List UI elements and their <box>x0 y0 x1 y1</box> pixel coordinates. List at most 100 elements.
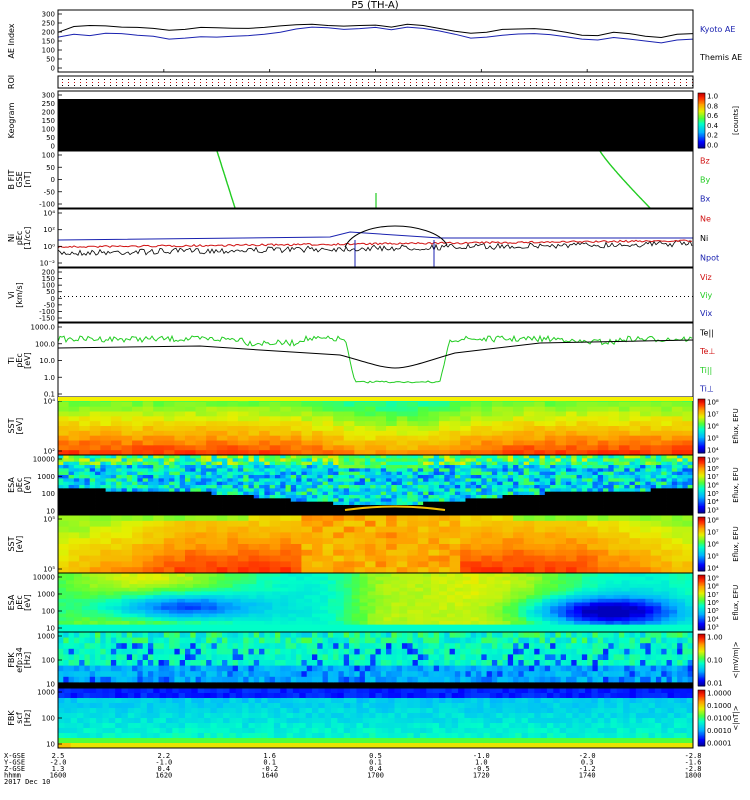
keogram-colorbar-swatch <box>698 108 705 110</box>
esa_e-cell <box>163 508 170 513</box>
esa_e-cell <box>89 501 96 506</box>
esa_i-cell <box>129 624 138 629</box>
sst_e-cell <box>333 416 345 422</box>
esa_e-cell <box>306 465 313 469</box>
roi-dot <box>638 82 639 83</box>
esa_i-cell <box>232 609 241 614</box>
esa_e-cell <box>322 508 329 513</box>
velocity-dot <box>328 296 329 297</box>
esa_i-cell <box>208 617 218 622</box>
sst_i-cell <box>386 532 398 539</box>
esa_i-cell <box>113 606 122 611</box>
sst_e-cell <box>290 430 302 437</box>
esa_e-cell <box>280 501 286 506</box>
sst_e-cell <box>460 445 472 451</box>
esa_e-colorbar-swatch <box>698 492 705 494</box>
esa_e-cell <box>243 478 249 483</box>
velocity-dot <box>140 296 141 297</box>
esa_e-cell <box>555 475 562 479</box>
sst_e-cell <box>364 440 376 446</box>
esa_i-cell <box>129 584 138 589</box>
esa_e-cell <box>126 488 133 493</box>
esa_e-cell <box>216 468 223 473</box>
sst_e-colorbar-swatch <box>698 446 705 449</box>
esa_e-cell <box>89 478 96 483</box>
esa_e-cell <box>581 471 588 476</box>
esa_e-cell <box>179 465 186 469</box>
esa_i-cell <box>335 584 345 589</box>
esa_e-cell <box>206 501 212 506</box>
sst_i-cell <box>629 538 641 545</box>
esa_e-cell <box>105 475 112 479</box>
esa_e-cell <box>121 455 128 459</box>
esa_e-cell <box>444 465 450 469</box>
esa_i-cell <box>296 620 305 626</box>
esa_e-cell <box>327 498 334 503</box>
sst_i-colorbar-swatch <box>698 561 705 564</box>
sst_e-cell <box>544 406 556 412</box>
density-ne-trace <box>57 239 693 249</box>
bfield-ytick-label: -100 <box>39 201 55 209</box>
esa_e-cell <box>296 508 302 513</box>
esa_e-cell <box>338 471 345 476</box>
esa_i-cell <box>129 587 138 592</box>
esa_e-cell <box>317 498 323 503</box>
esa_e-cell <box>534 478 540 483</box>
esa_e-cell <box>380 485 387 489</box>
esa_e-cell <box>608 488 615 493</box>
esa_e-cell <box>73 488 80 493</box>
sst_i-cell <box>364 561 376 568</box>
esa_i-cell <box>375 617 384 622</box>
velocity-dot <box>644 296 645 297</box>
esa_e-cell <box>343 481 350 486</box>
velocity-dot <box>612 296 613 297</box>
sst_e-cell <box>513 416 525 422</box>
esa_i-cell <box>185 628 194 633</box>
esa_i-cell <box>129 628 138 633</box>
esa_i-cell <box>224 602 234 607</box>
esa_e-cell <box>63 511 69 516</box>
esa_e-cell <box>629 505 636 509</box>
esa_e-cell <box>650 478 657 483</box>
sst_e-cell <box>587 435 599 441</box>
esa_e-cell <box>375 495 382 499</box>
esa_e-cell <box>375 511 382 516</box>
sst_i-cell <box>682 555 694 562</box>
sst_e-cell <box>259 430 271 437</box>
esa_e-cell <box>428 475 435 479</box>
esa_e-cell <box>624 511 630 516</box>
esa_e-cell <box>423 458 429 463</box>
esa_e-cell <box>523 511 530 516</box>
esa_i-cell <box>248 591 257 596</box>
esa_e-cell <box>142 471 149 476</box>
roi-dot <box>668 82 669 83</box>
esa_e-cell <box>264 481 271 486</box>
sst_e-cell <box>671 430 683 437</box>
bfield-by-trace-2 <box>599 150 651 209</box>
sst_e-cell <box>364 406 376 412</box>
sst_i-cell <box>502 567 514 574</box>
sst_e-cell <box>513 401 525 408</box>
velocity-dot <box>332 296 333 297</box>
roi-dot <box>680 82 681 83</box>
esa_e-cell <box>682 481 689 486</box>
esa_e-cell <box>629 455 636 459</box>
sst_e-cell <box>629 435 641 441</box>
esa_e-cell <box>370 455 376 459</box>
esa_e-colorbar-swatch <box>698 499 705 501</box>
esa_e-cell <box>433 511 440 516</box>
esa_e-cell <box>439 495 445 499</box>
esa_i-cell <box>208 573 218 578</box>
sst_i-colorbar-swatch <box>698 549 705 552</box>
esa_e-cell <box>312 495 318 499</box>
sst_i-cell <box>513 567 525 574</box>
esa_e-cell <box>555 495 562 499</box>
esa_e-cell <box>317 491 323 496</box>
esa_i-cell <box>208 624 218 629</box>
sst_e-cell <box>206 426 218 432</box>
esa_e-cell <box>560 461 567 466</box>
sst_e-cell <box>682 401 694 408</box>
roi-dot <box>296 82 297 83</box>
esa_i-cell <box>319 573 329 578</box>
esa_e-cell <box>370 461 376 466</box>
